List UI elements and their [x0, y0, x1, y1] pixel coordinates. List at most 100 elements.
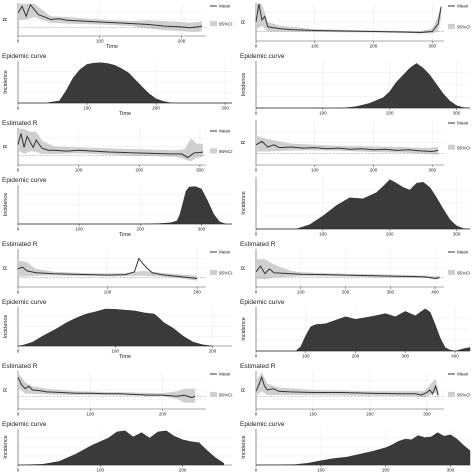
mean-line [17, 133, 204, 159]
x-tick-label: 0 [255, 111, 258, 116]
legend-ci-swatch [448, 23, 455, 29]
legend-ci-swatch [448, 391, 455, 397]
x-tick-label: 400 [451, 354, 459, 359]
incidence-area [17, 430, 224, 466]
chart-title: Epidemic curve [2, 53, 47, 60]
legend-ci-swatch [210, 391, 217, 397]
legend-mean-label: Mean [457, 250, 469, 255]
x-tick-label: 100 [97, 468, 105, 473]
x-tick-label: 100 [319, 111, 327, 116]
chart-title: Estimated R [2, 241, 38, 248]
x-axis-label: Time [119, 354, 131, 360]
y-axis-label: R [241, 140, 247, 144]
x-tick-label: 300 [428, 44, 436, 49]
chart-panel: Estimated R 0 100 200 300 400 R Mean 95%CI [240, 241, 471, 295]
legend-mean-label: Mean [219, 129, 231, 134]
legend-ci-swatch [210, 148, 217, 154]
x-tick-label: 100 [83, 106, 91, 111]
x-tick-label: 0 [17, 468, 20, 473]
x-tick-label: 100 [319, 232, 327, 237]
mean-line [17, 257, 198, 279]
x-tick-label: 300 [221, 106, 229, 111]
x-tick-label: 100 [311, 44, 319, 49]
x-tick-label: 0 [255, 168, 258, 173]
legend-ci-swatch [448, 144, 455, 150]
x-tick-label: 0 [17, 349, 20, 354]
x-tick-label: 300 [402, 354, 410, 359]
mean-line [255, 140, 439, 153]
x-tick-label: 200 [370, 168, 378, 173]
ci-ribbon [18, 260, 197, 281]
x-tick-label: 0 [17, 39, 20, 44]
chart-panel: Epidemic curve 0 100 200 300 Incidence [240, 421, 471, 473]
legend-ci-swatch [210, 21, 217, 27]
x-tick-label: 200 [370, 44, 378, 49]
chart-title: Estimated R [240, 241, 276, 248]
y-axis-label: R [3, 17, 9, 21]
legend-mean-label: Mean [219, 4, 231, 9]
chart-title: Epidemic curve [240, 421, 285, 428]
y-axis-label: Incidence [241, 73, 247, 97]
legend-mean-label: Mean [457, 372, 469, 377]
x-tick-label: 100 [311, 168, 319, 173]
mean-line [255, 265, 440, 280]
y-axis-label: Incidence [3, 315, 9, 339]
chart-panel: 0 100 200 300 R Mean 95%CI [241, 120, 471, 173]
legend-ci-swatch [448, 269, 455, 275]
x-tick-label: 400 [431, 290, 439, 295]
x-tick-label: 0 [255, 290, 258, 295]
x-axis-label: Time [119, 232, 131, 238]
x-tick-label: 200 [152, 106, 160, 111]
legend-mean-label: Mean [457, 121, 469, 126]
x-tick-label: 300 [447, 468, 455, 473]
x-axis-label: Time [106, 44, 118, 50]
legend-ci-label: 95%CI [219, 270, 233, 275]
x-tick-label: 300 [453, 232, 461, 237]
chart-title: Epidemic curve [2, 299, 47, 306]
x-tick-label: 300 [198, 227, 206, 232]
mean-line [17, 3, 202, 29]
legend-mean-label: Mean [219, 250, 231, 255]
chart-title: Estimated R [2, 120, 38, 127]
y-axis-label: Incidence [241, 317, 247, 341]
x-tick-label: 0 [255, 468, 258, 473]
legend-ci-label: 95%CI [219, 22, 233, 27]
x-tick-label: 300 [423, 412, 431, 417]
x-tick-label: 0 [17, 290, 20, 295]
y-axis-label: Incidence [241, 191, 247, 215]
x-tick-label: 0 [17, 168, 20, 173]
x-tick-label: 100 [75, 168, 83, 173]
x-axis-label: Time [119, 111, 131, 117]
x-tick-label: 100 [297, 290, 305, 295]
y-axis-label: Incidence [3, 435, 9, 459]
x-tick-label: 0 [255, 44, 258, 49]
incidence-area [256, 63, 471, 109]
x-tick-label: 0 [17, 227, 20, 232]
x-tick-label: 200 [159, 412, 167, 417]
x-tick-label: 100 [75, 227, 83, 232]
y-axis-label: R [241, 388, 247, 392]
x-tick-label: 300 [453, 111, 461, 116]
x-tick-label: 200 [209, 349, 217, 354]
x-tick-label: 100 [309, 412, 317, 417]
chart-panel: Epidemic curve 0 100 200 300 Time Incidence [2, 53, 232, 117]
x-tick-label: 200 [178, 39, 186, 44]
x-tick-label: 100 [112, 349, 120, 354]
x-tick-label: 0 [255, 232, 258, 237]
mean-line [255, 375, 439, 396]
mean-line [17, 377, 196, 399]
x-tick-label: 200 [137, 227, 145, 232]
incidence-area [18, 62, 232, 104]
y-axis-label: R [3, 388, 9, 392]
incidence-area [256, 308, 471, 352]
ci-ribbon [256, 4, 442, 34]
x-tick-label: 0 [17, 106, 20, 111]
legend-ci-label: 95%CI [219, 392, 233, 397]
chart-panel: Epidemic curve 0 100 200 300 Incidence [240, 53, 471, 116]
x-tick-label: 200 [386, 232, 394, 237]
chart-panel: Epidemic curve 0 100 200 300 400 Incidence [240, 299, 471, 359]
x-tick-label: 0 [255, 354, 258, 359]
chart-title: Epidemic curve [2, 421, 47, 428]
legend-ci-label: 95%CI [219, 149, 233, 154]
